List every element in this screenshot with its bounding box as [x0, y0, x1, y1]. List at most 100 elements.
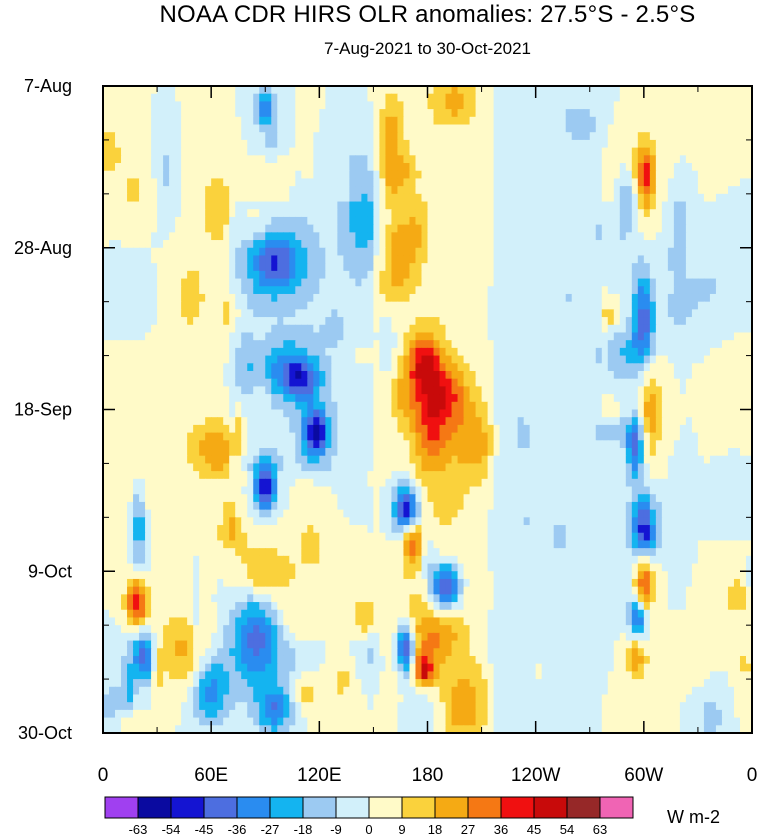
- heatmap-cell: [655, 332, 663, 341]
- heatmap-cell: [649, 247, 657, 257]
- heatmap-cell: [163, 424, 170, 434]
- heatmap-cell: [493, 116, 501, 126]
- heatmap-cell: [691, 224, 699, 233]
- heatmap-cell: [205, 424, 212, 434]
- heatmap-cell: [313, 86, 320, 95]
- heatmap-cell: [223, 147, 230, 156]
- heatmap-cell: [547, 370, 555, 380]
- heatmap-cell: [319, 232, 326, 241]
- heatmap-cell: [145, 370, 152, 380]
- heatmap-cell: [553, 93, 561, 102]
- heatmap-cell: [121, 209, 128, 218]
- heatmap-cell: [127, 201, 134, 210]
- heatmap-cell: [463, 301, 471, 310]
- heatmap-cell: [163, 440, 170, 449]
- heatmap-cell: [343, 394, 350, 403]
- heatmap-cell: [313, 124, 320, 133]
- heatmap-cell: [415, 378, 423, 387]
- heatmap-cell: [241, 424, 248, 434]
- heatmap-cell: [571, 355, 579, 364]
- heatmap-cell: [649, 109, 657, 118]
- heatmap-cell: [685, 347, 693, 357]
- heatmap-cell: [559, 93, 567, 102]
- heatmap-cell: [343, 186, 350, 195]
- heatmap-cell: [307, 255, 314, 264]
- heatmap-cell: [415, 255, 423, 264]
- heatmap-cell: [745, 270, 753, 280]
- heatmap-cell: [505, 132, 513, 141]
- heatmap-cell: [583, 201, 591, 210]
- heatmap-cell: [481, 216, 489, 226]
- heatmap-cell: [205, 147, 212, 156]
- heatmap-cell: [229, 147, 236, 156]
- heatmap-cell: [745, 263, 753, 272]
- heatmap-cell: [361, 209, 369, 218]
- heatmap-cell: [121, 309, 128, 318]
- heatmap-cell: [673, 355, 681, 364]
- heatmap-cell: [535, 378, 543, 387]
- heatmap-cell: [739, 309, 747, 318]
- heatmap-cell: [349, 216, 356, 226]
- heatmap-cell: [559, 317, 567, 326]
- heatmap-cell: [685, 332, 693, 341]
- heatmap-cell: [535, 301, 543, 310]
- heatmap-cell: [271, 378, 278, 387]
- heatmap-cell: [601, 309, 609, 318]
- heatmap-cell: [343, 155, 350, 164]
- heatmap-cell: [721, 193, 729, 203]
- heatmap-cell: [733, 109, 741, 118]
- heatmap-cell: [571, 224, 579, 233]
- heatmap-cell: [457, 309, 465, 318]
- heatmap-cell: [163, 347, 170, 357]
- heatmap-cell: [403, 293, 411, 303]
- heatmap-cell: [403, 378, 411, 387]
- heatmap-cell: [499, 186, 507, 195]
- heatmap-cell: [109, 101, 116, 110]
- heatmap-cell: [619, 340, 627, 349]
- heatmap-cell: [319, 116, 326, 126]
- heatmap-cell: [499, 301, 507, 310]
- heatmap-cell: [619, 432, 627, 441]
- heatmap-cell: [163, 417, 170, 426]
- heatmap-cell: [451, 224, 459, 233]
- heatmap-cell: [739, 363, 747, 372]
- heatmap-cell: [151, 124, 158, 133]
- heatmap-cell: [685, 401, 693, 411]
- heatmap-cell: [679, 355, 687, 364]
- heatmap-cell: [625, 116, 633, 126]
- heatmap-cell: [103, 409, 110, 418]
- heatmap-cell: [517, 116, 525, 126]
- heatmap-cell: [199, 401, 206, 411]
- heatmap-cell: [175, 209, 182, 218]
- heatmap-cell: [643, 193, 651, 203]
- heatmap-cell: [277, 132, 284, 141]
- heatmap-cell: [679, 332, 687, 341]
- heatmap-cell: [655, 309, 663, 318]
- heatmap-cell: [235, 317, 242, 326]
- heatmap-cell: [379, 347, 387, 357]
- heatmap-cell: [619, 424, 627, 434]
- heatmap-cell: [559, 139, 567, 149]
- heatmap-cell: [145, 424, 152, 434]
- heatmap-cell: [115, 139, 122, 149]
- heatmap-cell: [553, 409, 561, 418]
- heatmap-cell: [685, 170, 693, 180]
- heatmap-cell: [559, 347, 567, 357]
- heatmap-cell: [235, 163, 242, 172]
- heatmap-cell: [667, 378, 675, 387]
- heatmap-cell: [361, 386, 369, 395]
- heatmap-cell: [595, 409, 603, 418]
- heatmap-cell: [571, 263, 579, 272]
- heatmap-cell: [565, 201, 573, 210]
- heatmap-cell: [553, 132, 561, 141]
- heatmap-cell: [541, 178, 549, 187]
- heatmap-cell: [559, 363, 567, 372]
- heatmap-cell: [193, 263, 200, 272]
- heatmap-cell: [517, 347, 525, 357]
- heatmap-cell: [295, 178, 302, 187]
- heatmap-cell: [241, 240, 248, 249]
- heatmap-cell: [631, 340, 639, 349]
- heatmap-cell: [127, 186, 134, 195]
- heatmap-cell: [709, 386, 717, 395]
- heatmap-cell: [553, 278, 561, 287]
